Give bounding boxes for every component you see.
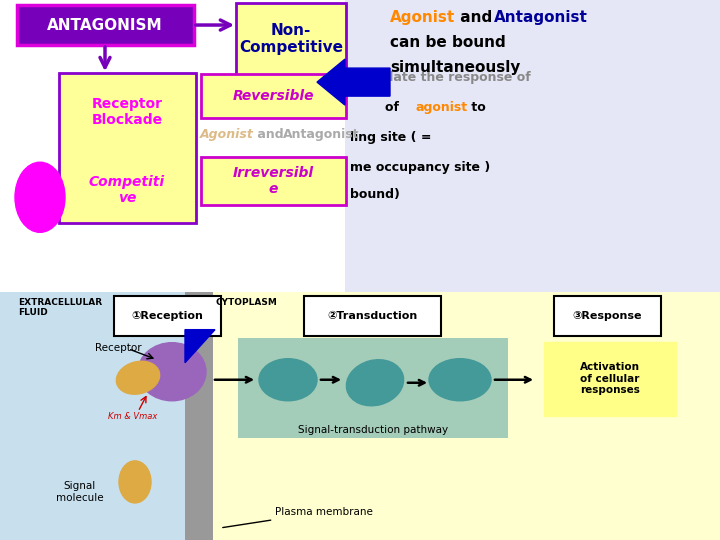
Ellipse shape	[117, 361, 160, 394]
Text: Receptor: Receptor	[95, 343, 142, 353]
Text: ①Reception: ①Reception	[131, 310, 203, 321]
Text: Signal
molecule: Signal molecule	[56, 481, 104, 503]
Text: Antagonist: Antagonist	[283, 127, 359, 141]
Ellipse shape	[429, 359, 491, 401]
Ellipse shape	[15, 162, 65, 232]
Text: Antagonist: Antagonist	[494, 10, 588, 24]
FancyBboxPatch shape	[114, 295, 221, 336]
Bar	[238, 338, 508, 438]
Bar	[200, 292, 720, 540]
FancyBboxPatch shape	[304, 295, 441, 336]
Text: stimulate the response of: stimulate the response of	[350, 71, 531, 84]
Text: agonist: agonist	[415, 100, 467, 113]
Ellipse shape	[138, 343, 206, 401]
Text: Agonist: Agonist	[390, 10, 455, 24]
Text: Plasma membrane: Plasma membrane	[222, 507, 373, 528]
Text: CYTOPLASM: CYTOPLASM	[215, 298, 277, 307]
Text: Agonist: Agonist	[200, 127, 254, 141]
Ellipse shape	[119, 461, 151, 503]
FancyArrow shape	[317, 59, 390, 105]
Text: of: of	[350, 100, 403, 113]
Text: me occupancy site ): me occupancy site )	[350, 161, 490, 174]
Text: ANTAGONISM: ANTAGONISM	[48, 17, 163, 32]
Text: Km & Vmax: Km & Vmax	[108, 413, 158, 421]
Text: and: and	[455, 10, 498, 24]
Text: ②Transduction: ②Transduction	[327, 310, 417, 321]
Text: Competiti
ve: Competiti ve	[89, 175, 165, 205]
FancyBboxPatch shape	[554, 295, 661, 336]
Text: simultaneously: simultaneously	[390, 59, 521, 75]
Bar	[185, 292, 213, 540]
Text: Signal-transduction pathway: Signal-transduction pathway	[298, 425, 448, 435]
Ellipse shape	[259, 359, 317, 401]
FancyBboxPatch shape	[17, 5, 194, 45]
FancyBboxPatch shape	[236, 3, 346, 75]
Text: and: and	[253, 127, 288, 141]
Bar	[345, 0, 720, 302]
Text: ③Response: ③Response	[572, 310, 642, 321]
Text: Receptor
Blockade: Receptor Blockade	[91, 97, 163, 127]
FancyBboxPatch shape	[201, 74, 346, 118]
Ellipse shape	[346, 360, 404, 406]
Polygon shape	[185, 329, 215, 363]
Bar	[0, 292, 200, 540]
FancyBboxPatch shape	[544, 342, 676, 416]
Text: ling site ( =: ling site ( =	[350, 131, 431, 144]
Text: to: to	[467, 100, 486, 113]
Text: EXTRACELLULAR
FLUID: EXTRACELLULAR FLUID	[18, 298, 102, 317]
Text: Irreversibl
e: Irreversibl e	[233, 166, 314, 197]
FancyBboxPatch shape	[59, 73, 196, 224]
Text: Non-
Competitive: Non- Competitive	[239, 23, 343, 55]
Text: Reversible: Reversible	[233, 89, 314, 103]
Text: bound): bound)	[350, 188, 400, 201]
FancyBboxPatch shape	[201, 157, 346, 205]
Text: can be bound: can be bound	[390, 35, 505, 50]
Text: Activation
of cellular
responses: Activation of cellular responses	[580, 362, 640, 395]
